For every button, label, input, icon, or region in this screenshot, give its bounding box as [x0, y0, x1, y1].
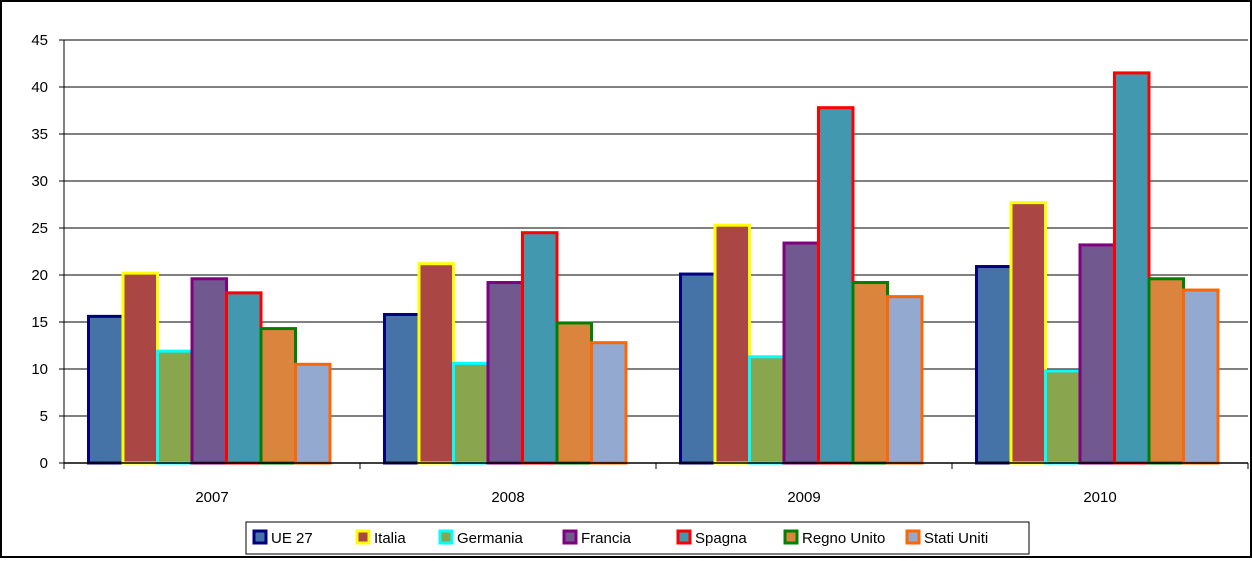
axes: 0 5 10 15 20 25 30 35 40 45 2007 2008 2009 2010: [31, 32, 1249, 506]
bar-francia-2009: [782, 241, 820, 465]
bar-regno-unito-2010: [1147, 277, 1185, 465]
y-tick-label: 0: [40, 455, 48, 472]
legend-item: Spagna: [676, 529, 747, 547]
bar-germania-2008: [452, 361, 490, 465]
bars: [87, 71, 1220, 465]
bar-italia-2009: [713, 223, 751, 465]
x-category-label: 2008: [491, 489, 524, 506]
bar-germania-2010: [1044, 369, 1082, 465]
y-tick-label: 35: [31, 126, 48, 143]
y-tick-label: 10: [31, 361, 48, 378]
x-category-label: 2009: [787, 489, 820, 506]
legend-item: Germania: [438, 529, 524, 547]
bar-stati-uniti-2007: [294, 362, 332, 465]
x-category-label: 2010: [1083, 489, 1116, 506]
y-tick-label: 20: [31, 267, 48, 284]
legend-label: Spagna: [695, 530, 747, 547]
legend-label: Germania: [457, 530, 524, 547]
legend-label: Stati Uniti: [924, 530, 988, 547]
legend-item: Italia: [355, 529, 406, 547]
legend-item: Francia: [562, 529, 632, 547]
legend-swatch: [562, 529, 578, 545]
y-tick-label: 15: [31, 314, 48, 331]
legend-box: [245, 521, 1030, 555]
bar-francia-2010: [1078, 243, 1116, 465]
bar-italia-2007: [121, 271, 159, 465]
x-category-label: 2007: [195, 489, 228, 506]
legend-label: UE 27: [271, 530, 313, 547]
y-tick-label: 40: [31, 79, 48, 96]
bar-spagna-2008: [521, 231, 559, 465]
bar-regno-unito-2008: [555, 321, 593, 465]
bar-spagna-2009: [817, 106, 855, 465]
legend-item: Stati Uniti: [905, 529, 988, 547]
legend-swatch: [905, 529, 921, 545]
bar-francia-2008: [486, 281, 524, 465]
bar-germania-2009: [748, 355, 786, 465]
y-tick-label: 45: [31, 32, 48, 49]
legend-swatch: [438, 529, 454, 545]
legend-label: Regno Unito: [802, 530, 885, 547]
bar-spagna-2007: [225, 291, 263, 465]
legend-label: Italia: [374, 530, 406, 547]
bar-ue-27-2010: [975, 265, 1013, 465]
y-tick-label: 30: [31, 173, 48, 190]
bar-stati-uniti-2008: [590, 341, 628, 465]
bar-regno-unito-2009: [851, 281, 889, 465]
bar-germania-2007: [156, 349, 194, 465]
bar-stati-uniti-2009: [886, 295, 924, 465]
legend: UE 27 Italia Germania Francia Spagna Regno Un…: [245, 521, 1030, 555]
bar-ue-27-2009: [679, 272, 717, 465]
legend-label: Francia: [581, 530, 632, 547]
bar-italia-2008: [417, 262, 455, 465]
legend-swatch: [676, 529, 692, 545]
bar-stati-uniti-2010: [1182, 288, 1220, 465]
legend-swatch: [355, 529, 371, 545]
bar-ue-27-2007: [87, 314, 125, 465]
legend-item: UE 27: [252, 529, 313, 547]
legend-swatch: [783, 529, 799, 545]
y-tick-label: 25: [31, 220, 48, 237]
bar-ue-27-2008: [383, 312, 421, 465]
y-tick-label: 5: [40, 408, 48, 425]
legend-item: Regno Unito: [783, 529, 885, 547]
bar-francia-2007: [190, 277, 228, 465]
bar-spagna-2010: [1113, 71, 1151, 465]
bar-italia-2010: [1009, 201, 1047, 465]
legend-swatch: [252, 529, 268, 545]
bar-regno-unito-2007: [259, 327, 297, 465]
